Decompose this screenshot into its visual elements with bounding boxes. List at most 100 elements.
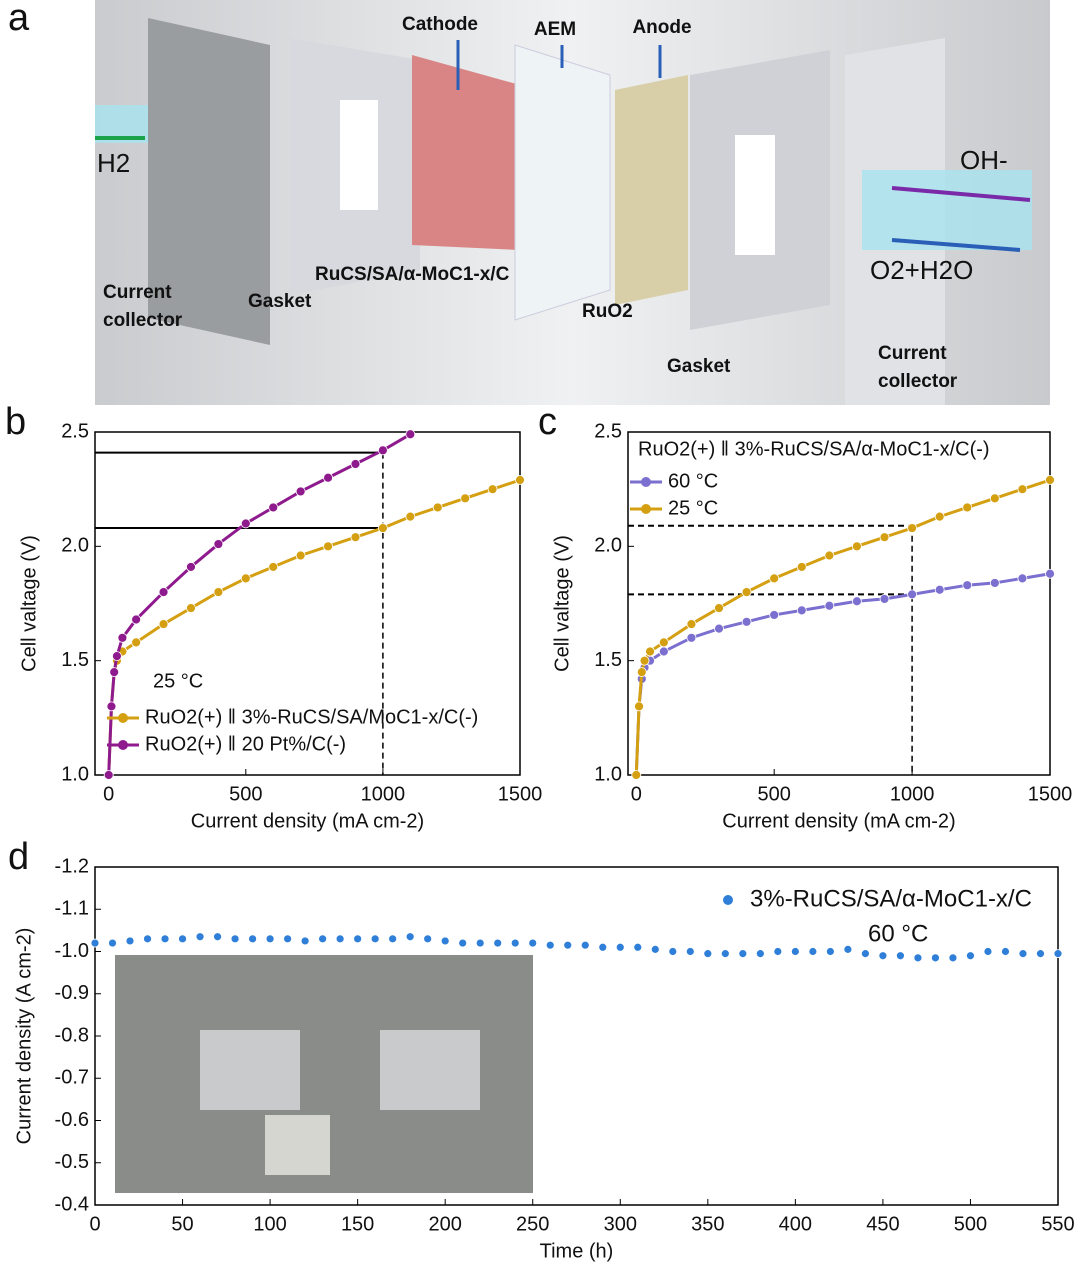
data-point — [686, 632, 697, 643]
y-tick-label: 2.5 — [594, 420, 622, 442]
data-point — [248, 934, 257, 944]
data-point — [796, 562, 807, 572]
data-point — [283, 934, 293, 944]
data-point — [186, 562, 196, 572]
data-point — [528, 938, 538, 948]
data-point — [510, 938, 520, 948]
y-tick-label: -0.5 — [55, 1151, 89, 1173]
label: O2+H2O — [870, 255, 973, 285]
x-tick-label: 500 — [954, 1213, 987, 1235]
data-point — [824, 600, 835, 611]
series-line — [634, 478, 1051, 776]
data-point — [213, 539, 224, 549]
data-point — [773, 947, 783, 956]
data-point — [825, 947, 835, 956]
data-point — [268, 562, 279, 572]
data-point — [213, 587, 224, 597]
data-point — [353, 934, 363, 944]
data-point — [686, 619, 697, 629]
data-point — [934, 511, 945, 522]
panel-label: a — [8, 0, 30, 39]
data-point — [106, 701, 117, 712]
label: OH- — [960, 145, 1008, 175]
y-tick-label: -0.8 — [55, 1024, 89, 1046]
y-tick-label: 2.5 — [61, 420, 89, 442]
data-point — [240, 518, 251, 529]
data-point — [1017, 484, 1028, 495]
data-point — [580, 940, 590, 950]
y-tick-label: -1.2 — [55, 855, 89, 877]
legend-label: 60 °C — [668, 470, 718, 492]
x-tick-label: 1000 — [361, 783, 406, 805]
x-tick-label: 500 — [229, 783, 262, 805]
panel-a: a Cathode AEM Anode H2 OH- O2+H2O RuCS/S… — [8, 0, 1050, 405]
y-tick-label: -1.0 — [55, 940, 89, 962]
data-point — [685, 947, 695, 956]
x-tick-label: 400 — [779, 1213, 812, 1235]
label: Current — [103, 282, 172, 303]
data-point — [714, 623, 724, 634]
data-point — [515, 475, 525, 485]
data-point — [230, 934, 240, 944]
legend-title: RuO2(+) ‖ 3%-RuCS/SA/α-MoC1-x/C(-) — [638, 438, 990, 460]
data-point — [475, 938, 485, 948]
data-point — [878, 951, 888, 961]
photo-cell — [265, 1115, 330, 1175]
data-point — [634, 701, 644, 712]
data-point — [186, 603, 196, 613]
series-line — [634, 572, 1051, 776]
x-tick-label: 0 — [631, 783, 642, 805]
data-point — [989, 578, 1000, 588]
x-tick-label: 550 — [1041, 1213, 1074, 1235]
data-point — [658, 637, 669, 648]
x-tick-label: 150 — [341, 1213, 374, 1235]
y-tick-label: -0.9 — [55, 982, 89, 1004]
data-point — [645, 646, 655, 657]
data-point — [1053, 949, 1063, 959]
y-tick-label: -0.7 — [55, 1067, 89, 1089]
data-point — [1045, 475, 1055, 485]
annotation: 60 °C — [868, 920, 928, 947]
data-point — [633, 942, 643, 952]
data-point — [913, 953, 923, 963]
data-point — [907, 523, 917, 533]
y-tick-label: -0.6 — [55, 1109, 89, 1131]
label: AEM — [534, 19, 576, 40]
aem — [514, 44, 611, 321]
data-point — [852, 596, 862, 607]
y-axis-label: Current density (A cm-2) — [13, 928, 35, 1145]
x-tick-label: 500 — [757, 783, 790, 805]
legend-marker — [641, 504, 651, 514]
data-point — [741, 587, 752, 597]
y-tick-label: -0.4 — [55, 1193, 89, 1215]
data-point — [931, 953, 940, 963]
data-point — [131, 614, 142, 625]
data-point — [440, 936, 450, 946]
data-point — [1001, 947, 1010, 956]
label: RuO2 — [582, 301, 633, 322]
data-point — [741, 616, 752, 627]
pipes — [862, 170, 1032, 250]
legend-label: 25 °C — [668, 497, 718, 519]
anode — [615, 75, 688, 305]
legend-marker — [723, 895, 733, 905]
photo-vessel — [380, 1030, 480, 1110]
data-point — [668, 947, 678, 956]
legend-label: RuO2(+) ‖ 3%-RuCS/SA/MoC1-x/C(-) — [145, 706, 478, 728]
data-point — [962, 502, 973, 513]
o2-arrow — [891, 238, 1021, 252]
data-point — [240, 573, 251, 584]
data-point — [405, 511, 416, 522]
label: collector — [878, 371, 958, 392]
collector-left — [148, 18, 270, 345]
data-point — [1018, 949, 1028, 959]
data-point — [808, 947, 818, 956]
series-line — [107, 432, 412, 776]
data-point — [370, 934, 380, 944]
data-point — [843, 944, 853, 954]
data-point — [989, 493, 1000, 504]
data-point — [350, 532, 361, 543]
data-point — [318, 934, 328, 944]
label: Anode — [632, 17, 691, 38]
legend-label: RuO2(+) ‖ 20 Pt%/C(-) — [145, 733, 346, 755]
